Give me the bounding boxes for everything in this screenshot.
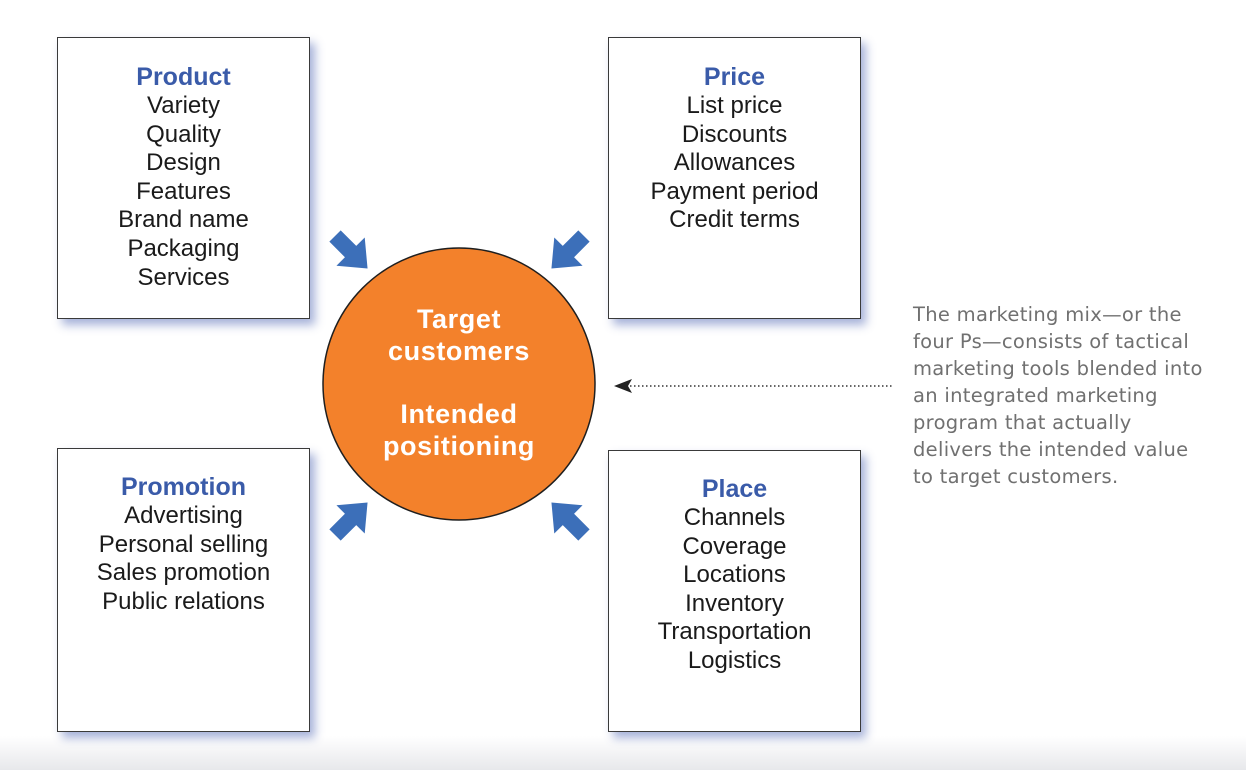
product-item: Features (58, 178, 309, 207)
product-arrow-icon (321, 222, 382, 283)
price-items: List price Discounts Allowances Payment … (609, 92, 860, 235)
place-item: Locations (609, 561, 860, 590)
price-title: Price (609, 62, 860, 92)
promotion-item: Sales promotion (58, 559, 309, 588)
place-box: Place Channels Coverage Locations Invent… (608, 450, 861, 732)
product-box: Product Variety Quality Design Features … (57, 37, 310, 319)
place-arrow-icon (537, 488, 598, 549)
place-item: Logistics (609, 647, 860, 676)
product-item: Brand name (58, 206, 309, 235)
caption-line: marketing tools blended into (913, 355, 1243, 382)
place-item: Coverage (609, 533, 860, 562)
promotion-item: Public relations (58, 588, 309, 617)
place-item: Inventory (609, 590, 860, 619)
hub-line: Target (324, 303, 594, 335)
product-item: Variety (58, 92, 309, 121)
caption-line: delivers the intended value (913, 436, 1243, 463)
promotion-item: Advertising (58, 502, 309, 531)
caption-line: an integrated marketing (913, 382, 1243, 409)
promotion-arrow-icon (321, 488, 382, 549)
caption-line: to target customers. (913, 463, 1243, 490)
product-item: Design (58, 149, 309, 178)
caption-line: The marketing mix—or the (913, 301, 1243, 328)
price-item: Discounts (609, 121, 860, 150)
price-item: Allowances (609, 149, 860, 178)
promotion-box: Promotion Advertising Personal selling S… (57, 448, 310, 732)
hub-line: customers (324, 335, 594, 367)
promotion-title: Promotion (58, 472, 309, 502)
promotion-items: Advertising Personal selling Sales promo… (58, 502, 309, 616)
product-items: Variety Quality Design Features Brand na… (58, 92, 309, 292)
product-title: Product (58, 62, 309, 92)
caption-line: four Ps—consists of tactical (913, 328, 1243, 355)
place-title: Place (609, 474, 860, 504)
place-item: Channels (609, 504, 860, 533)
promotion-item: Personal selling (58, 531, 309, 560)
price-arrow-icon (537, 222, 598, 283)
product-item: Quality (58, 121, 309, 150)
price-item: Credit terms (609, 206, 860, 235)
place-item: Transportation (609, 618, 860, 647)
hub-target-customers-label: Target customers (324, 303, 594, 367)
price-box: Price List price Discounts Allowances Pa… (608, 37, 861, 319)
target-customers-circle (323, 248, 595, 520)
product-item: Services (58, 264, 309, 293)
price-item: List price (609, 92, 860, 121)
place-items: Channels Coverage Locations Inventory Tr… (609, 504, 860, 676)
caption-line: program that actually (913, 409, 1243, 436)
dotted-leader-arrow-icon (614, 379, 632, 393)
product-item: Packaging (58, 235, 309, 264)
hub-line: Intended (324, 398, 594, 430)
hub-line: positioning (324, 430, 594, 462)
marketing-mix-caption: The marketing mix—or the four Ps—consist… (913, 301, 1243, 490)
hub-intended-positioning-label: Intended positioning (324, 398, 594, 462)
price-item: Payment period (609, 178, 860, 207)
